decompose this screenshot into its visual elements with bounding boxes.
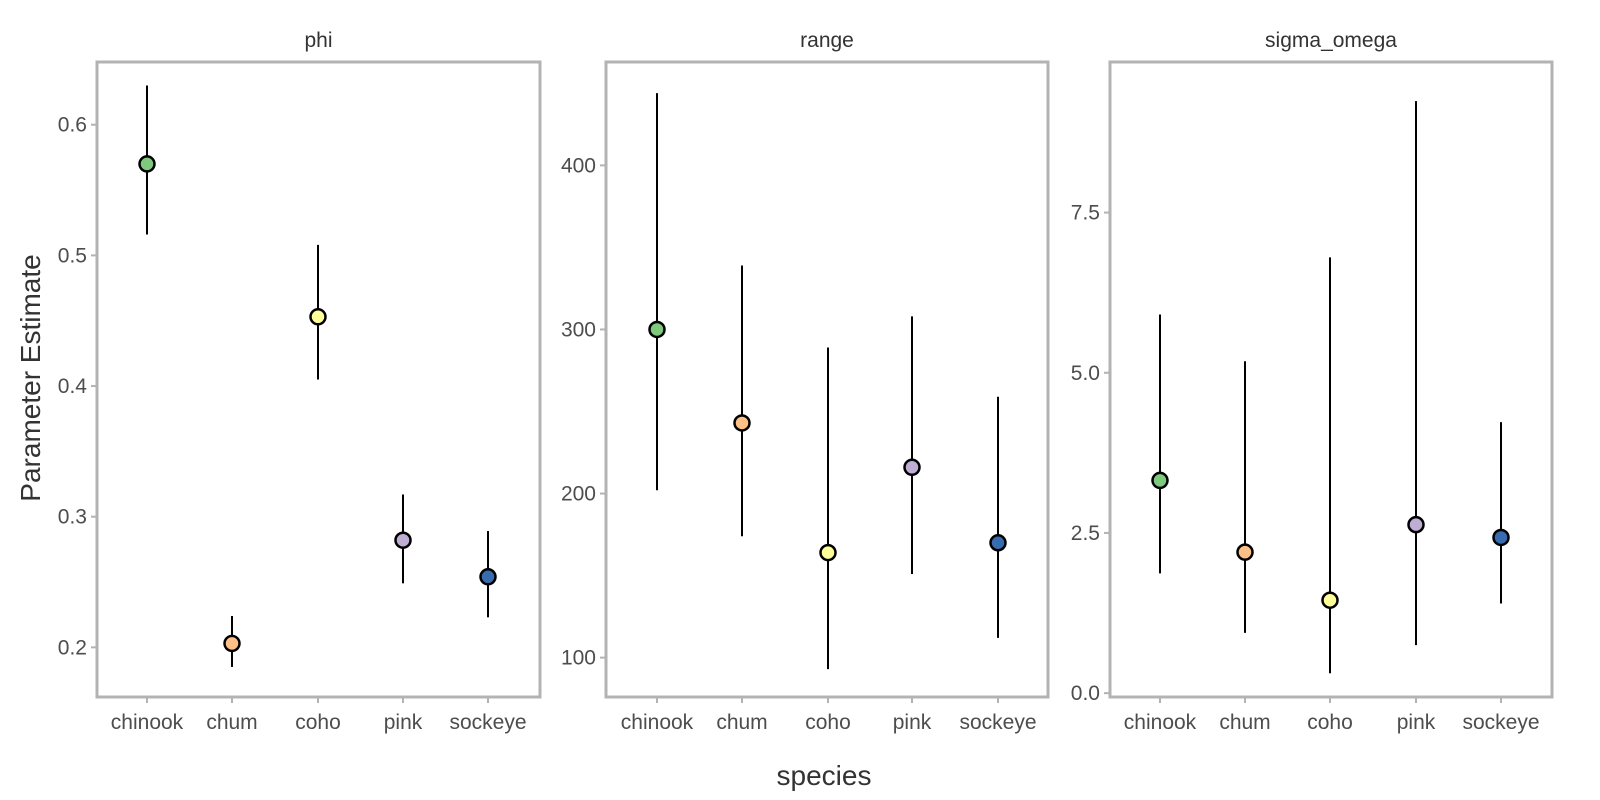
x-tick-label: chum: [716, 711, 767, 734]
y-tick-label: 0.4: [58, 375, 88, 398]
panel-range: range 100 200 300 400 chinook chum coho pink sock…: [561, 29, 1050, 734]
x-tick-label: sockeye: [1462, 711, 1539, 734]
point-pink: [903, 458, 921, 477]
point-coho: [819, 543, 837, 562]
x-tick-label: pink: [1397, 711, 1436, 734]
x-tick-label: chum: [206, 711, 257, 734]
y-tick-label: 400: [561, 154, 596, 177]
y-tick-label: 0.2: [58, 636, 87, 659]
point-chum: [733, 414, 751, 432]
x-tick-label: coho: [1307, 711, 1353, 734]
x-tick-label: pink: [893, 711, 932, 734]
point-pink: [1407, 515, 1425, 534]
panels-layer: phi 0.2 0.3 0.4 0.5 0.6 chinook chum coho pink soc…: [58, 29, 1554, 734]
point-chinook: [648, 320, 666, 339]
point-chum: [223, 634, 241, 653]
point-coho: [1321, 591, 1339, 609]
y-tick-label: 300: [561, 318, 596, 341]
panel-title: sigma_omega: [1265, 29, 1397, 52]
y-axis-title: Parameter Estimate: [15, 254, 46, 501]
y-tick-label: 200: [561, 483, 596, 506]
y-tick-label: 0.3: [58, 506, 87, 529]
y-tick-label: 0.5: [58, 244, 87, 267]
x-tick-label: coho: [295, 711, 341, 734]
point-chinook: [138, 155, 156, 173]
panel-title: range: [800, 29, 854, 52]
y-tick-label: 0.6: [58, 114, 87, 137]
panel-phi: phi 0.2 0.3 0.4 0.5 0.6 chinook chum coho pink soc…: [58, 29, 542, 734]
point-pink: [394, 531, 412, 549]
x-tick-label: coho: [805, 711, 851, 734]
point-sockeye: [989, 534, 1007, 552]
point-sockeye: [1492, 528, 1510, 547]
y-tick-label: 0.0: [1071, 682, 1100, 705]
x-tick-label: chinook: [111, 711, 184, 734]
x-axis-title: species: [777, 760, 872, 791]
panel-border: [604, 60, 1050, 699]
x-tick-label: chinook: [621, 711, 694, 734]
y-tick-label: 100: [561, 647, 596, 670]
point-coho: [309, 308, 327, 326]
panel-sigma_omega: sigma_omega 0.0 2.5 5.0 7.5 chinook chum coho pi…: [1071, 29, 1554, 734]
y-tick-label: 2.5: [1071, 522, 1100, 545]
x-tick-label: sockeye: [959, 711, 1036, 734]
point-chinook: [1151, 471, 1169, 490]
y-tick-label: 5.0: [1071, 362, 1100, 385]
y-tick-label: 7.5: [1071, 202, 1100, 225]
panel-border: [1108, 60, 1554, 699]
panel-title: phi: [304, 29, 332, 52]
point-sockeye: [479, 568, 497, 586]
x-tick-label: chinook: [1124, 711, 1197, 734]
x-tick-label: sockeye: [449, 711, 526, 734]
x-tick-label: pink: [384, 711, 423, 734]
point-chum: [1236, 543, 1254, 561]
panel-border: [95, 60, 542, 699]
x-tick-label: chum: [1219, 711, 1270, 734]
